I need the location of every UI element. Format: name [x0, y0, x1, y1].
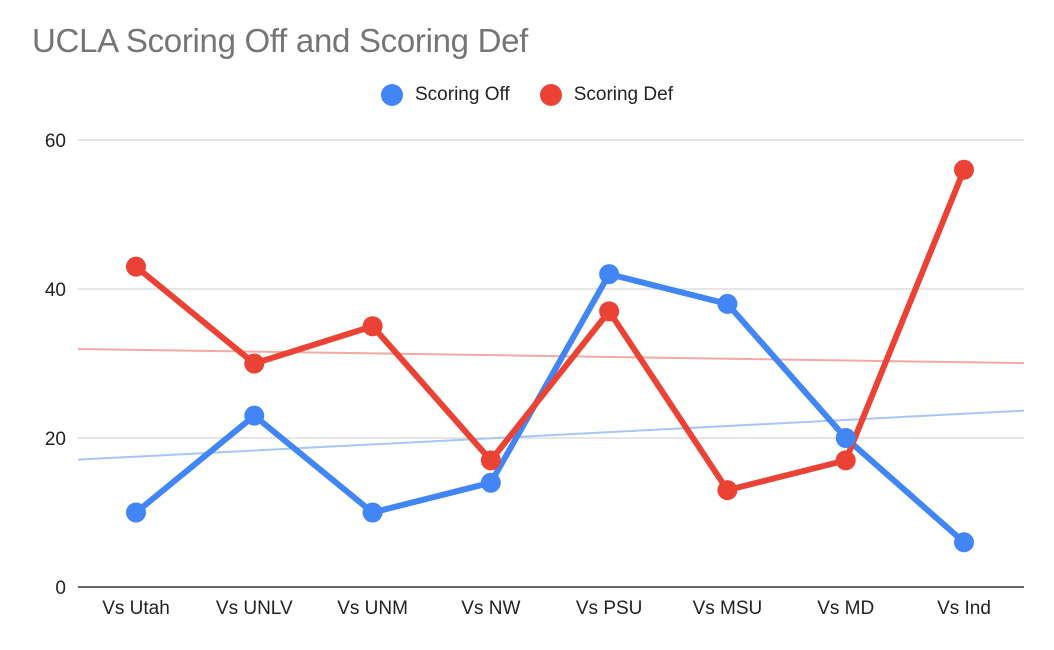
- data-point: [954, 159, 974, 180]
- y-axis-ticks: 0 20 40 60: [45, 131, 66, 599]
- data-point: [126, 256, 146, 277]
- x-tick-label: Vs MSU: [693, 598, 763, 619]
- chart-title: UCLA Scoring Off and Scoring Def: [32, 22, 529, 59]
- series-points: [126, 159, 974, 553]
- y-tick-label: 60: [45, 131, 66, 152]
- trendline-series-1: [77, 347, 1025, 365]
- series-lines: [133, 166, 967, 546]
- series-line-0: [133, 271, 967, 546]
- x-tick-label: Vs Ind: [937, 598, 991, 619]
- data-point: [362, 316, 383, 337]
- legend-swatch-scoring-def: [539, 84, 562, 106]
- data-point: [244, 405, 265, 426]
- x-tick-label: Vs PSU: [576, 598, 643, 619]
- legend-label-scoring-def: Scoring Def: [573, 84, 673, 105]
- data-point: [835, 450, 856, 471]
- data-point: [717, 480, 738, 501]
- y-tick-label: 20: [45, 429, 66, 450]
- x-tick-label: Vs UNM: [337, 598, 408, 619]
- data-point: [954, 532, 974, 553]
- x-tick-label: Vs UNLV: [216, 598, 293, 619]
- x-tick-label: Vs MD: [817, 598, 874, 619]
- data-point: [835, 428, 856, 448]
- legend-label-scoring-off: Scoring Off: [415, 84, 510, 105]
- legend-item-scoring-off[interactable]: Scoring Off: [381, 84, 510, 106]
- trendline-series-0: [77, 409, 1025, 461]
- data-point: [126, 502, 146, 523]
- data-point: [717, 293, 738, 314]
- data-point: [244, 353, 265, 374]
- gridlines: [78, 139, 1024, 588]
- legend-item-scoring-def[interactable]: Scoring Def: [539, 84, 673, 106]
- y-tick-label: 0: [55, 578, 66, 599]
- data-point: [362, 502, 383, 523]
- x-tick-label: Vs NW: [461, 598, 520, 619]
- legend-swatch-scoring-off: [381, 84, 403, 106]
- data-point: [599, 264, 620, 285]
- x-axis-ticks: Vs Utah Vs UNLV Vs UNM Vs NW Vs PSU Vs MSU Vs …: [102, 598, 991, 619]
- data-point: [480, 472, 501, 493]
- x-tick-label: Vs Utah: [102, 598, 170, 619]
- data-point: [480, 450, 501, 471]
- data-point: [599, 301, 620, 322]
- y-tick-label: 40: [45, 280, 66, 301]
- series-line-1: [133, 166, 967, 494]
- legend: Scoring Off Scoring Def: [0, 84, 1054, 106]
